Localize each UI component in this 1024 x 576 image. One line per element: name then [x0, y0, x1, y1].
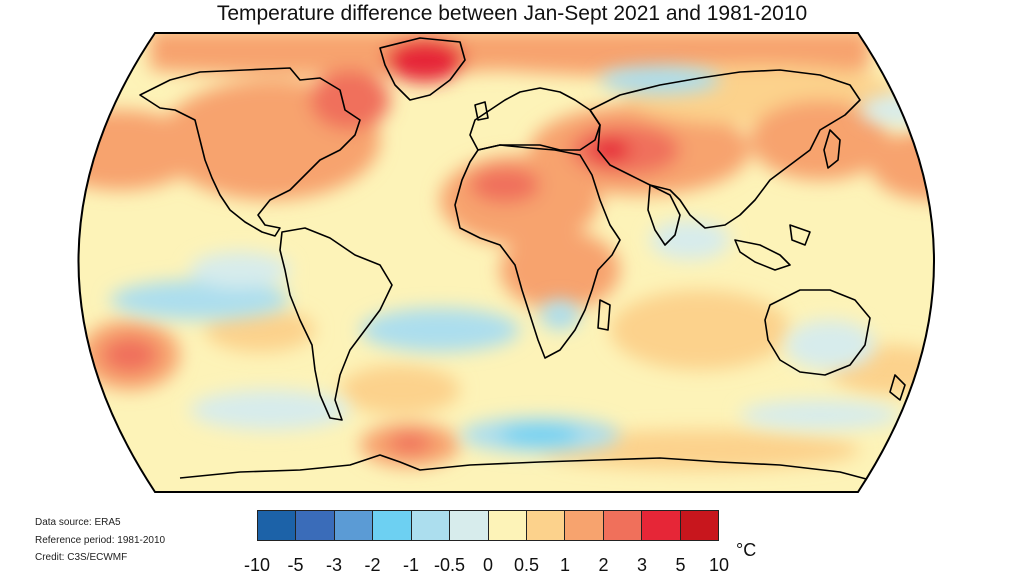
coast-africa [454, 144, 621, 359]
legend-swatch [680, 511, 719, 540]
legend-swatch [526, 511, 566, 540]
coast-asia [589, 69, 861, 229]
coast-north-america [139, 67, 361, 237]
legend-tick-label: 2 [598, 555, 609, 575]
legend-tick-label: 5 [675, 555, 686, 575]
legend-unit: °C [736, 540, 757, 560]
coast-india [647, 184, 681, 246]
credits-block: Data source: ERA5 Reference period: 1981… [35, 514, 165, 567]
credit-text: Credit: C3S/ECWMF [35, 552, 128, 563]
anomaly-south-atlantic-cool [110, 280, 290, 320]
legend-swatch [565, 511, 604, 540]
legend-swatch [411, 511, 451, 540]
legend-swatch [488, 511, 527, 540]
legend-tick-label: 3 [636, 555, 648, 575]
coast-greenland [379, 37, 466, 101]
coast-australia [764, 289, 871, 376]
legend-tick-label: -2 [364, 555, 381, 575]
legend-tick-label: -0.5 [433, 555, 466, 575]
legend-swatch [450, 511, 489, 540]
reference-period-text: Reference period: 1981-2010 [35, 534, 166, 546]
legend-tick-label: -10 [243, 555, 271, 575]
legend-tick-label: 10 [708, 555, 730, 575]
map-title: Temperature difference between Jan-Sept … [216, 2, 808, 25]
legend-swatch [258, 511, 297, 540]
legend-tick-label: 0.5 [513, 555, 540, 575]
coastlines [139, 37, 906, 481]
legend-tick-label: -3 [325, 555, 343, 575]
legend-swatch [373, 511, 412, 540]
world-temperature-anomaly-map [77, 32, 935, 493]
anomaly-arctic-warm [150, 33, 870, 78]
legend-swatch [334, 511, 374, 540]
globe-outline [77, 32, 935, 493]
color-legend: -10 -5 -3 -2 -1 -0.5 0 0.5 1 2 3 5 10 °C [244, 510, 756, 575]
legend-swatch [296, 511, 335, 540]
data-source-text: Data source: ERA5 [35, 517, 121, 528]
legend-tick-label: 0 [482, 555, 494, 575]
legend-swatch [603, 511, 643, 540]
legend-tick-label: -5 [287, 555, 304, 575]
legend-swatch [642, 511, 681, 540]
legend-tick-label: -1 [402, 555, 420, 575]
coast-antarctica [179, 454, 871, 481]
legend-color-bar [257, 510, 719, 541]
coast-south-america [279, 227, 393, 421]
legend-tick-label: 1 [559, 555, 571, 575]
